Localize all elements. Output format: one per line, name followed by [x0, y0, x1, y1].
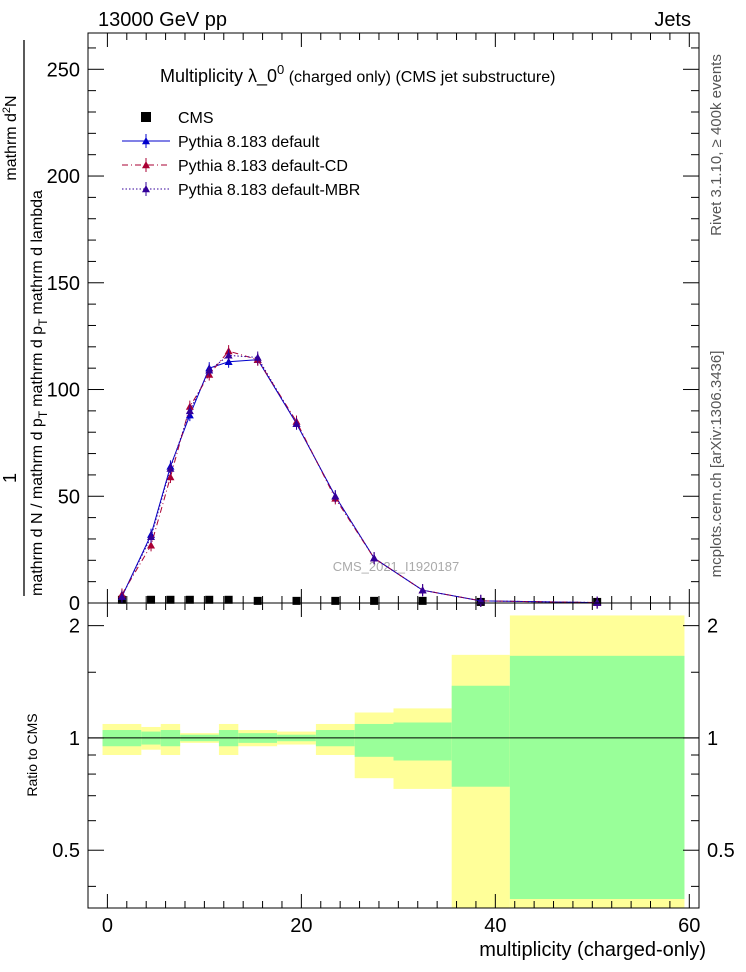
- ratio-ylabel: Ratio to CMS: [24, 713, 40, 796]
- ylabel-num-part1: mathrm d: [3, 113, 20, 181]
- ratio-band-green: [393, 722, 452, 761]
- cms-data-point: [185, 595, 194, 604]
- cms-data-point: [147, 595, 156, 604]
- main-series-group: [117, 345, 602, 609]
- ylabel-den-sub1: T: [36, 410, 50, 418]
- main-ytick-label: 0: [69, 593, 80, 615]
- cms-data-point: [205, 595, 214, 604]
- cms-data-point: [331, 596, 340, 605]
- series-point: [224, 351, 233, 359]
- legend-label: Pythia 8.183 default: [178, 134, 320, 151]
- series-point: [166, 464, 175, 472]
- ratio-ytick-label: 2: [69, 616, 80, 638]
- ratio-band-green: [354, 723, 394, 757]
- cms-data-point: [418, 596, 427, 605]
- series-point: [331, 492, 340, 500]
- series-point: [253, 353, 262, 361]
- cms-data-point: [166, 595, 175, 604]
- legend-marker-triangle: [142, 137, 150, 145]
- ylabel-denominator: mathrm d N / mathrm d pTmathrm d pTmathr…: [29, 190, 50, 596]
- series-point: [166, 473, 175, 481]
- series-point: [418, 586, 427, 594]
- watermark: CMS_2021_I1920187: [333, 559, 460, 574]
- legend: CMS Pythia 8.183 default Pythia 8.183 defa…: [122, 110, 360, 199]
- ylabel-num-part2: N: [3, 95, 20, 107]
- cms-data-point: [224, 595, 233, 604]
- ratio-ytick-label-right: 2: [707, 616, 718, 638]
- ylabel-numerator: 1: [0, 473, 20, 483]
- main-ytick-label: 150: [47, 273, 80, 295]
- ratio-frame: [87, 602, 700, 909]
- series-point: [224, 357, 233, 365]
- legend-label: Pythia 8.183 default-MBR: [178, 182, 360, 199]
- chart-title-main: Multiplicity λ_0: [160, 66, 277, 87]
- main-x-ticks: [106, 33, 690, 603]
- main-y-axis: 0 50 100 150 200 250: [47, 47, 699, 615]
- cms-data-point: [370, 596, 379, 605]
- chart-title-rest: (charged only) (CMS jet substructure): [284, 69, 555, 86]
- ratio-band-green: [451, 685, 510, 787]
- series-point: [593, 598, 602, 606]
- ratio-ytick-label: 1: [69, 728, 80, 750]
- ratio-band-green: [509, 655, 685, 899]
- main-ytick-label: 50: [58, 486, 80, 508]
- main-ytick-label: 200: [47, 166, 80, 188]
- energy-label: 13000 GeV pp: [98, 9, 227, 31]
- cms-data-point: [253, 596, 262, 605]
- ratio-xtick-label: 40: [484, 915, 506, 937]
- ylabel-den-part1: mathrm d N / mathrm d p: [29, 418, 46, 596]
- legend-marker-square: [141, 112, 151, 122]
- series-point: [476, 596, 485, 605]
- series-point: [370, 554, 379, 562]
- ylabel-num-top: mathrm d2N: [1, 95, 20, 180]
- ratio-bands: [102, 615, 685, 908]
- ratio-ytick-label: 0.5: [52, 840, 80, 862]
- ylabel-den-sub2: T: [36, 318, 50, 326]
- ratio-xtick-label: 20: [290, 915, 312, 937]
- ratio-ytick-label-right: 0.5: [707, 840, 735, 862]
- chart-title: Multiplicity λ_00 (charged only) (CMS je…: [160, 62, 555, 87]
- cms-data-point: [292, 596, 301, 605]
- series-point: [147, 532, 156, 541]
- main-ylabel: 1 mathrm d N / mathrm d pTmathrm d pTmat…: [0, 40, 50, 596]
- legend-marker-triangle: [142, 161, 150, 169]
- ratio-ytick-label-right: 1: [707, 728, 718, 750]
- ratio-xtick-label: 0: [102, 915, 113, 937]
- ratio-x-axis: 0 20 40 60: [102, 603, 700, 937]
- series-point: [117, 592, 126, 600]
- main-panel: 0 50 100 150 200 250 CMS_2021_I1920187 Multip…: [0, 32, 700, 615]
- legend-label: CMS: [178, 110, 214, 127]
- ylabel-num-sup: 2: [1, 107, 13, 113]
- ylabel-den-part2: mathrm d p: [29, 326, 46, 407]
- series-point: [147, 541, 156, 549]
- x-axis-label: multiplicity (charged-only): [479, 939, 706, 961]
- legend-marker-triangle: [142, 185, 150, 193]
- main-ytick-label: 100: [47, 380, 80, 402]
- ratio-y-axis: 0.5 0.5 1 1 2 2: [52, 616, 735, 887]
- mcplots-label: mcplots.cern.ch [arXiv:1306.3436]: [708, 351, 725, 578]
- ylabel-den-part3: mathrm d lambda: [29, 190, 46, 315]
- series-point: [185, 406, 194, 415]
- main-ytick-label: 250: [47, 59, 80, 81]
- series-point: [205, 366, 214, 374]
- ratio-xtick-label: 60: [678, 915, 700, 937]
- chart-title-sup: 0: [277, 62, 284, 77]
- series-point: [292, 419, 301, 427]
- ratio-panel: 0.5 0.5 1 1 2 2 0 20 40 60 Ratio to CMS multipli…: [24, 602, 735, 961]
- rivet-label: Rivet 3.1.10, ≥ 400k events: [708, 54, 725, 236]
- process-label: Jets: [654, 9, 691, 31]
- legend-label: Pythia 8.183 default-CD: [178, 158, 348, 175]
